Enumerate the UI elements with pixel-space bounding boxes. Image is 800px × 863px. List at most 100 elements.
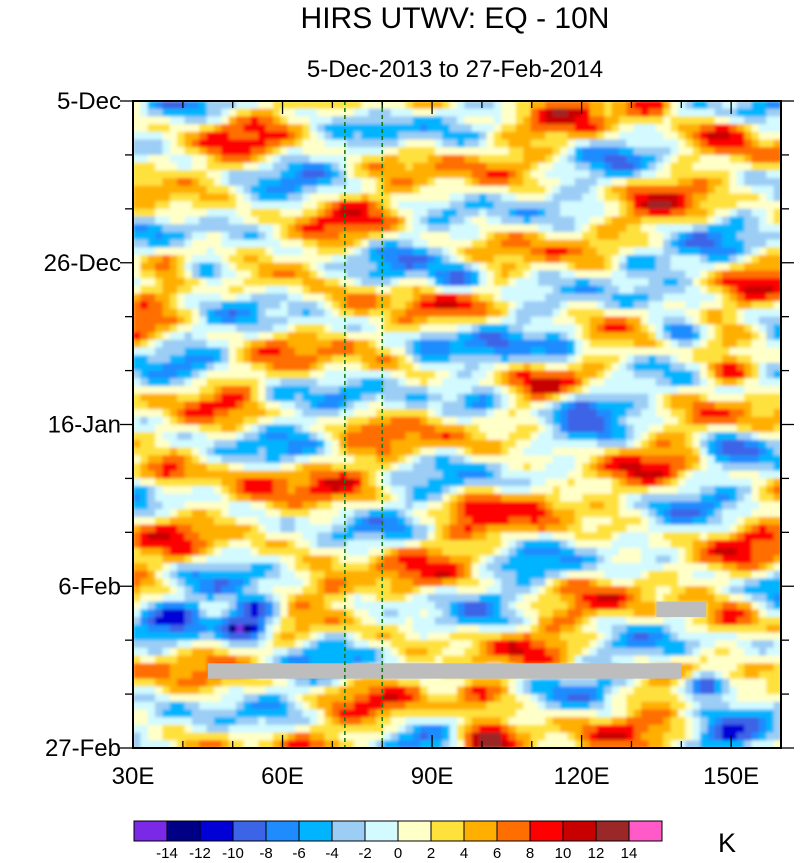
- field-cell: [258, 339, 267, 349]
- field-cell: [317, 101, 326, 110]
- field-cell: [236, 378, 245, 387]
- field-cell: [353, 208, 362, 218]
- field-cell: [604, 332, 613, 341]
- field-cell: [405, 124, 414, 133]
- field-cell: [567, 362, 576, 372]
- field-cell: [648, 185, 657, 195]
- field-cell: [309, 362, 318, 372]
- field-cell: [287, 278, 296, 287]
- field-cell: [471, 239, 480, 248]
- field-cell: [324, 270, 333, 279]
- field-cell: [758, 154, 767, 164]
- field-cell: [243, 231, 252, 241]
- field-cell: [655, 285, 664, 295]
- field-cell: [169, 432, 178, 441]
- field-cell: [272, 455, 281, 464]
- field-cell: [295, 370, 303, 379]
- field-cell: [147, 378, 156, 387]
- field-cell: [538, 316, 546, 325]
- field-cell: [236, 463, 245, 472]
- field-cell: [633, 509, 642, 518]
- field-cell: [692, 516, 701, 526]
- field-cell: [449, 131, 458, 141]
- field-cell: [729, 116, 738, 125]
- field-cell: [545, 293, 554, 302]
- field-cell: [486, 509, 495, 518]
- field-cell: [692, 216, 701, 225]
- field-cell: [169, 285, 178, 295]
- field-cell: [670, 231, 679, 241]
- field-cell: [707, 378, 716, 387]
- field-cell: [177, 239, 186, 248]
- field-cell: [655, 316, 664, 325]
- field-cell: [221, 224, 230, 233]
- field-cell: [339, 416, 348, 426]
- field-cell: [184, 416, 193, 426]
- field-cell: [331, 285, 340, 295]
- field-cell: [191, 293, 200, 302]
- field-cell: [619, 516, 627, 526]
- field-cell: [515, 278, 524, 287]
- field-cell: [501, 301, 510, 310]
- field-cell: [655, 486, 664, 495]
- field-cell: [162, 347, 171, 356]
- field-cell: [648, 208, 657, 218]
- field-cell: [471, 324, 480, 333]
- field-cell: [390, 216, 399, 225]
- field-cell: [523, 185, 532, 195]
- field-cell: [604, 285, 613, 295]
- field-cell: [243, 362, 252, 372]
- field-cell: [331, 332, 340, 341]
- field-cell: [287, 201, 296, 210]
- field-cell: [309, 124, 318, 133]
- field-cell: [538, 501, 546, 510]
- field-cell: [339, 516, 348, 526]
- field-cell: [258, 247, 267, 256]
- field-cell: [199, 401, 208, 410]
- field-cell: [169, 224, 178, 233]
- field-cell: [398, 270, 407, 279]
- field-cell: [464, 355, 473, 364]
- field-cell: [523, 255, 532, 264]
- field-cell: [670, 447, 679, 456]
- field-cell: [589, 339, 598, 349]
- field-cell: [567, 262, 576, 272]
- field-cell: [346, 332, 355, 341]
- field-cell: [140, 301, 149, 310]
- field-cell: [287, 101, 296, 110]
- field-cell: [147, 393, 156, 402]
- field-cell: [169, 385, 178, 395]
- field-cell: [287, 424, 296, 433]
- field-cell: [589, 147, 598, 156]
- field-cell: [361, 393, 370, 402]
- field-cell: [722, 509, 731, 518]
- field-cell: [258, 147, 267, 156]
- field-cell: [663, 255, 672, 264]
- field-cell: [317, 470, 326, 480]
- field-cell: [383, 139, 392, 148]
- field-cell: [420, 247, 429, 256]
- field-cell: [339, 439, 348, 449]
- field-cell: [464, 432, 473, 441]
- field-cell: [147, 524, 156, 533]
- field-cell: [714, 501, 723, 510]
- field-cell: [147, 124, 156, 133]
- field-cell: [604, 516, 613, 526]
- field-cell: [383, 401, 392, 410]
- field-cell: [177, 509, 186, 518]
- field-cell: [258, 424, 267, 433]
- field-cell: [324, 293, 333, 302]
- field-cell: [309, 509, 318, 518]
- field-cell: [589, 201, 598, 210]
- field-cell: [228, 316, 237, 325]
- field-cell: [538, 124, 546, 133]
- field-cell: [177, 378, 186, 387]
- field-cell: [604, 355, 613, 364]
- field-cell: [751, 339, 760, 349]
- field-cell: [302, 108, 311, 117]
- field-cell: [714, 285, 723, 295]
- field-cell: [493, 293, 502, 302]
- field-cell: [280, 208, 289, 218]
- field-cell: [574, 262, 583, 272]
- field-cell: [295, 247, 303, 256]
